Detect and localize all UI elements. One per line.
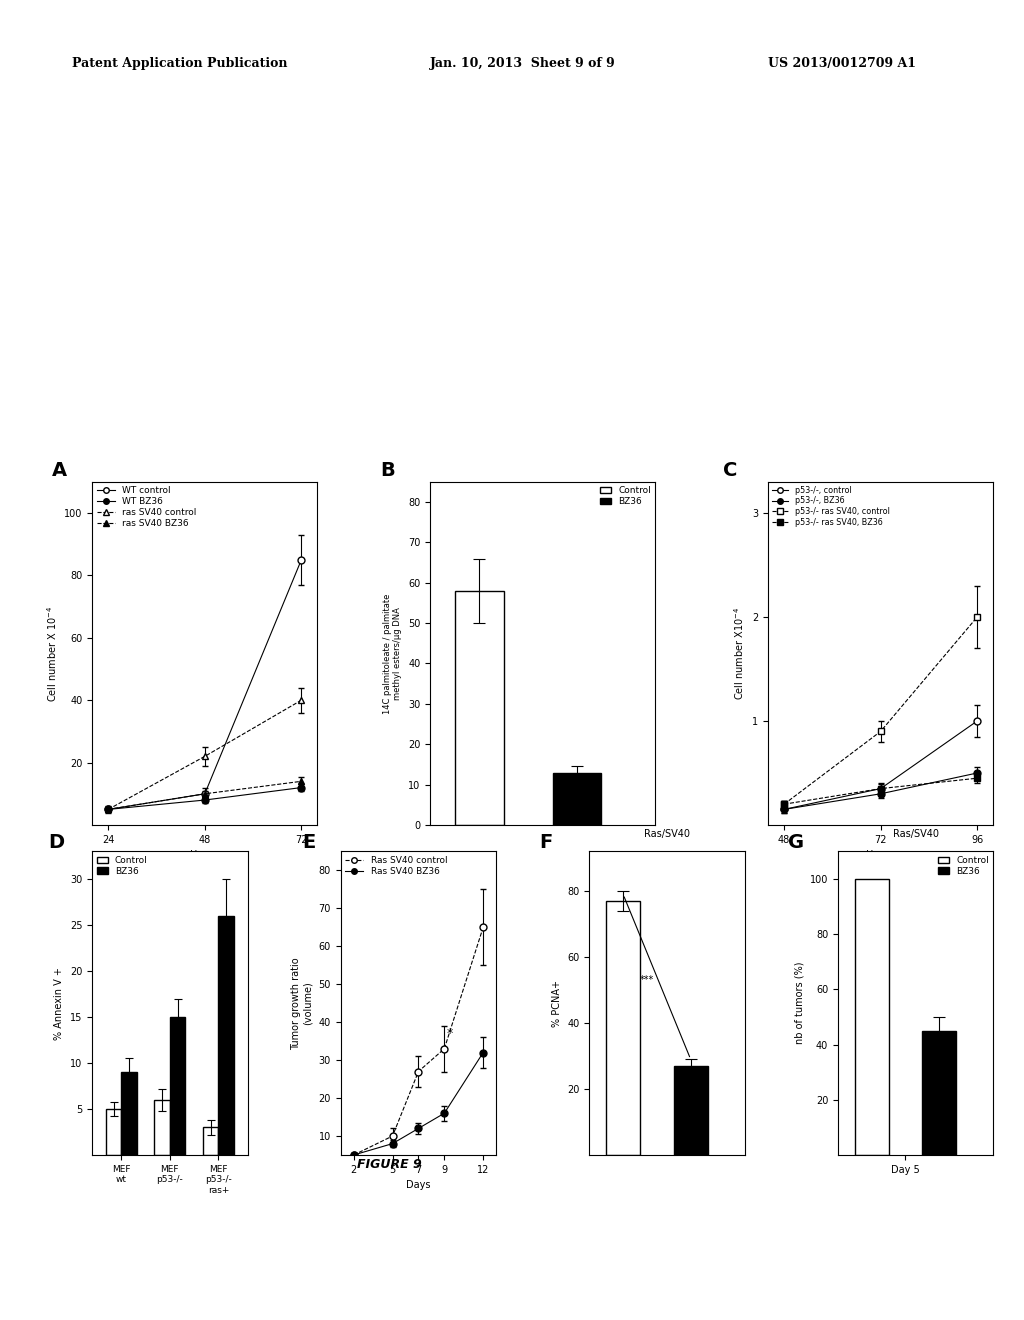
Text: E: E [302,833,315,853]
Text: US 2013/0012709 A1: US 2013/0012709 A1 [768,57,916,70]
Text: F: F [540,833,553,853]
Legend: Ras SV40 control, Ras SV40 BZ36: Ras SV40 control, Ras SV40 BZ36 [345,855,447,875]
Text: D: D [49,833,65,853]
Y-axis label: Cell number X10$^{-4}$: Cell number X10$^{-4}$ [733,607,746,700]
Y-axis label: % PCNA+: % PCNA+ [552,979,562,1027]
Text: Patent Application Publication: Patent Application Publication [72,57,287,70]
Legend: WT control, WT BZ36, ras SV40 control, ras SV40 BZ36: WT control, WT BZ36, ras SV40 control, r… [96,486,197,528]
Legend: p53-/-, control, p53-/-, BZ36, p53-/- ras SV40, control, p53-/- ras SV40, BZ36: p53-/-, control, p53-/-, BZ36, p53-/- ra… [772,486,890,527]
Bar [674,1067,708,1155]
Text: *: * [446,1027,454,1040]
Y-axis label: nb of tumors (%): nb of tumors (%) [795,962,804,1044]
Y-axis label: Cell number X 10$^{-4}$: Cell number X 10$^{-4}$ [45,605,58,702]
Legend: Control, BZ36: Control, BZ36 [938,855,989,875]
Bar [155,1100,170,1155]
Text: FIGURE 9: FIGURE 9 [356,1158,422,1171]
Y-axis label: Tumor growth ratio
(volume): Tumor growth ratio (volume) [292,957,313,1049]
Bar [170,1016,185,1155]
X-axis label: Hours: Hours [190,850,219,861]
Text: B: B [381,461,395,480]
Text: G: G [788,833,804,853]
Legend: Control, BZ36: Control, BZ36 [96,855,147,875]
Text: Jan. 10, 2013  Sheet 9 of 9: Jan. 10, 2013 Sheet 9 of 9 [430,57,615,70]
X-axis label: Hours: Hours [866,850,895,861]
Bar [606,902,640,1155]
Text: Ras/SV40: Ras/SV40 [893,829,939,840]
Bar [105,1109,121,1155]
Text: C: C [723,461,737,480]
Text: A: A [51,461,67,480]
Bar [455,591,504,825]
Text: ***: *** [640,975,654,986]
Bar [923,1031,956,1155]
Bar [218,916,233,1155]
Bar [855,879,889,1155]
Y-axis label: 14C palmitoleate / palmitate
methyl esters/μg DNA: 14C palmitoleate / palmitate methyl este… [383,593,402,714]
Text: Ras/SV40: Ras/SV40 [644,829,690,840]
Legend: Control, BZ36: Control, BZ36 [600,486,651,506]
X-axis label: Days: Days [407,1180,431,1191]
Bar [553,772,601,825]
Bar [121,1072,137,1155]
Bar [203,1127,218,1155]
Y-axis label: % Annexin V +: % Annexin V + [54,966,65,1040]
